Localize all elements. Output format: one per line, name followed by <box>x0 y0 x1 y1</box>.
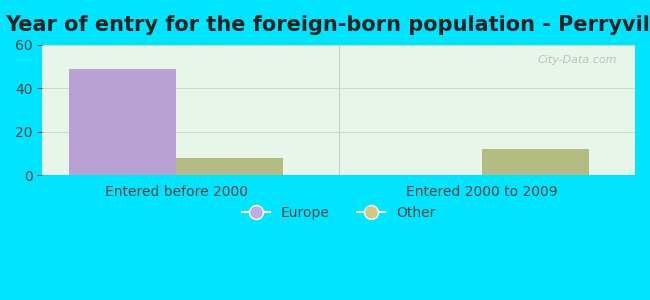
Text: City-Data.com: City-Data.com <box>538 55 618 65</box>
Bar <box>69 69 176 175</box>
Bar <box>482 149 589 175</box>
Bar <box>176 158 283 175</box>
Legend: Europe, Other: Europe, Other <box>236 201 441 226</box>
Title: Year of entry for the foreign-born population - Perryville: Year of entry for the foreign-born popul… <box>6 15 650 35</box>
